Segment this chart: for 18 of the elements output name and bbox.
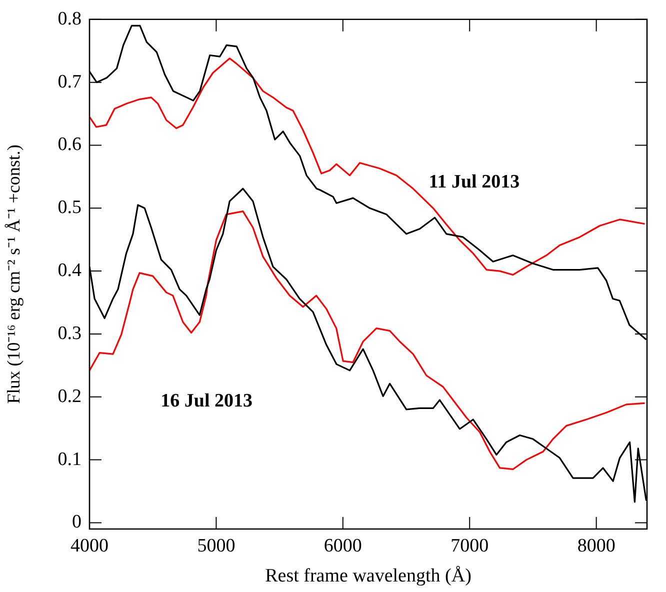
- y-tick-label: 0.5: [58, 197, 82, 218]
- x-tick-label: 8000: [577, 535, 616, 556]
- y-tick-label: 0.7: [58, 71, 82, 92]
- y-tick-label: 0.4: [58, 260, 82, 282]
- y-tick-label: 0.3: [58, 322, 82, 344]
- annotation: 11 Jul 2013: [428, 171, 520, 192]
- y-tick-label: 0.1: [58, 448, 82, 470]
- x-tick-label: 4000: [70, 535, 108, 556]
- y-tick-label: 0: [72, 512, 82, 533]
- y-tick-label: 0.6: [58, 134, 82, 156]
- x-axis-title: Rest frame wavelength (Å): [265, 566, 472, 587]
- x-tick-label: 5000: [197, 535, 236, 556]
- y-tick-label: 0.2: [58, 386, 82, 407]
- annotation: 16 Jul 2013: [160, 390, 253, 412]
- y-axis-title: Flux (10⁻¹⁶ erg cm⁻² s⁻¹ Å⁻¹ +const.): [4, 144, 24, 404]
- x-tick-label: 7000: [450, 535, 489, 556]
- y-tick-label: 0.8: [58, 8, 82, 30]
- x-tick-label: 6000: [324, 535, 362, 556]
